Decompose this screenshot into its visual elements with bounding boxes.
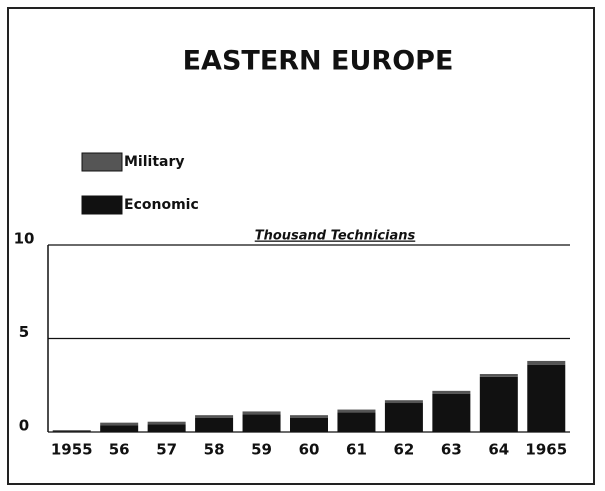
bar-segment xyxy=(384,400,423,404)
bar-segment xyxy=(147,421,186,425)
y-tick-label: 5 xyxy=(19,323,29,341)
bar-segment xyxy=(195,415,234,418)
bar-segment xyxy=(242,414,281,432)
x-tick-label: 64 xyxy=(488,441,509,459)
bar-segment xyxy=(479,376,518,432)
y-tick-label: 0 xyxy=(19,417,29,435)
bar-segment xyxy=(432,390,471,394)
bar-segment xyxy=(384,403,423,432)
x-tick-label: 1955 xyxy=(51,441,93,459)
legend-swatch xyxy=(81,195,123,215)
bar-segment xyxy=(147,424,186,432)
x-tick-label: 56 xyxy=(109,441,130,459)
x-tick-label: 1965 xyxy=(525,441,567,459)
bar-segment xyxy=(527,360,566,365)
x-tick-label: 62 xyxy=(393,441,414,459)
bar-segment xyxy=(337,409,376,413)
bar-segment xyxy=(527,364,566,432)
x-tick-label: 60 xyxy=(299,441,320,459)
x-tick-label: 61 xyxy=(346,441,367,459)
bar-segment xyxy=(100,425,139,432)
bar-segment xyxy=(100,422,139,426)
axis-label: Thousand Technicians xyxy=(255,229,416,244)
bar-segment xyxy=(337,412,376,432)
bar-segment xyxy=(432,393,471,432)
bar-segment xyxy=(290,417,328,432)
frame xyxy=(7,7,595,485)
x-tick-label: 63 xyxy=(441,441,462,459)
chart-title: EASTERN EUROPE xyxy=(183,46,454,77)
bar-segment xyxy=(52,431,91,432)
bar-segment xyxy=(195,417,234,432)
x-tick-label: 57 xyxy=(156,441,177,459)
bar-segment xyxy=(290,415,328,418)
legend-label: Military xyxy=(124,154,185,170)
bar-segment xyxy=(52,430,91,432)
y-tick-label: 10 xyxy=(14,230,35,248)
x-tick-label: 58 xyxy=(204,441,225,459)
bar-segment xyxy=(242,411,281,415)
legend-swatch xyxy=(81,152,123,172)
x-tick-label: 59 xyxy=(251,441,272,459)
legend-label: Economic xyxy=(124,197,199,213)
bar-segment xyxy=(479,374,518,377)
